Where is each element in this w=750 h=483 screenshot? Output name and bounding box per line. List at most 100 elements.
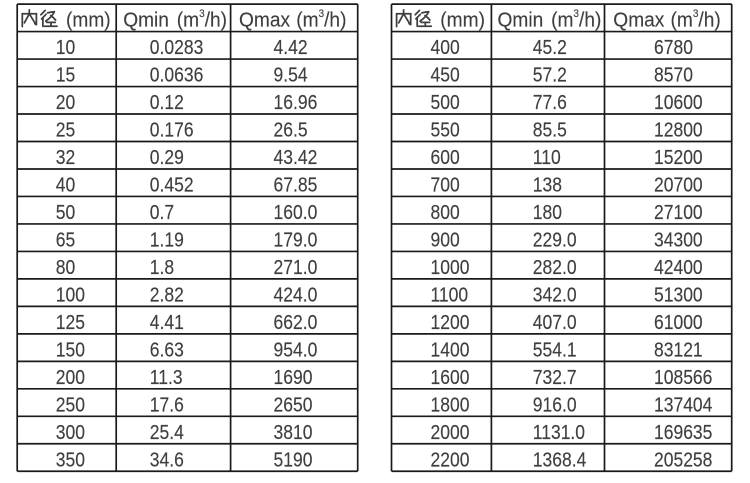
svg-text:10: 10 <box>56 37 75 60</box>
svg-text:16.96: 16.96 <box>274 92 318 115</box>
svg-text:15200: 15200 <box>654 147 703 170</box>
svg-text:34.6: 34.6 <box>150 449 184 472</box>
svg-text:1600: 1600 <box>431 367 470 390</box>
svg-text:5190: 5190 <box>274 449 313 472</box>
svg-text:(m3/h): (m3/h) <box>296 9 346 32</box>
svg-text:Qmin: Qmin <box>123 9 169 32</box>
svg-text:9.54: 9.54 <box>274 64 308 87</box>
svg-text:800: 800 <box>431 202 460 225</box>
svg-text:12800: 12800 <box>654 119 703 142</box>
svg-text:20700: 20700 <box>654 174 703 197</box>
svg-text:4.41: 4.41 <box>150 312 184 335</box>
svg-text:3810: 3810 <box>274 422 313 445</box>
svg-text:57.2: 57.2 <box>533 64 567 87</box>
svg-text:85.5: 85.5 <box>533 119 567 142</box>
svg-text:77.6: 77.6 <box>533 92 567 115</box>
svg-text:43.42: 43.42 <box>274 147 318 170</box>
svg-text:15: 15 <box>56 64 75 87</box>
svg-text:1800: 1800 <box>431 394 470 417</box>
svg-text:0.29: 0.29 <box>150 147 184 170</box>
svg-text:(mm): (mm) <box>66 9 111 32</box>
svg-text:108566: 108566 <box>654 367 712 390</box>
svg-text:2200: 2200 <box>431 449 470 472</box>
svg-text:(mm): (mm) <box>440 9 485 32</box>
svg-text:2650: 2650 <box>274 394 313 417</box>
svg-text:42400: 42400 <box>654 257 703 280</box>
svg-text:2000: 2000 <box>431 422 470 445</box>
svg-text:424.0: 424.0 <box>274 284 318 307</box>
svg-text:342.0: 342.0 <box>533 284 577 307</box>
svg-text:1.19: 1.19 <box>150 229 184 252</box>
svg-text:732.7: 732.7 <box>533 367 577 390</box>
svg-text:0.0283: 0.0283 <box>150 37 204 60</box>
svg-text:61000: 61000 <box>654 312 703 335</box>
svg-text:1400: 1400 <box>431 339 470 362</box>
svg-text:662.0: 662.0 <box>274 312 318 335</box>
svg-text:125: 125 <box>56 312 85 335</box>
svg-text:Qmax: Qmax <box>239 9 290 32</box>
svg-text:160.0: 160.0 <box>274 202 318 225</box>
svg-text:0.176: 0.176 <box>150 119 194 142</box>
svg-text:1131.0: 1131.0 <box>533 422 585 445</box>
svg-text:45.2: 45.2 <box>533 37 567 60</box>
svg-text:2.82: 2.82 <box>150 284 184 307</box>
svg-text:100: 100 <box>56 284 85 307</box>
svg-text:250: 250 <box>56 394 85 417</box>
svg-text:(m3/h): (m3/h) <box>551 9 601 32</box>
svg-text:180: 180 <box>533 202 562 225</box>
svg-text:32: 32 <box>56 147 75 170</box>
svg-text:407.0: 407.0 <box>533 312 577 335</box>
svg-text:Qmin: Qmin <box>498 9 544 32</box>
svg-text:25: 25 <box>56 119 75 142</box>
svg-text:400: 400 <box>431 37 460 60</box>
svg-text:700: 700 <box>431 174 460 197</box>
svg-text:205258: 205258 <box>654 449 712 472</box>
svg-text:26.5: 26.5 <box>274 119 308 142</box>
svg-text:50: 50 <box>56 202 75 225</box>
svg-text:179.0: 179.0 <box>274 229 318 252</box>
svg-text:271.0: 271.0 <box>274 257 318 280</box>
svg-text:4.42: 4.42 <box>274 37 308 60</box>
svg-text:0.7: 0.7 <box>150 202 174 225</box>
svg-text:1100: 1100 <box>431 284 469 307</box>
svg-text:500: 500 <box>431 92 460 115</box>
svg-text:8570: 8570 <box>654 64 693 87</box>
svg-text:916.0: 916.0 <box>533 394 577 417</box>
svg-text:1200: 1200 <box>431 312 470 335</box>
svg-text:110: 110 <box>533 147 561 170</box>
svg-text:11.3: 11.3 <box>150 367 183 390</box>
svg-text:1.8: 1.8 <box>150 257 174 280</box>
svg-text:51300: 51300 <box>654 284 703 307</box>
svg-text:0.452: 0.452 <box>150 174 194 197</box>
svg-text:350: 350 <box>56 449 85 472</box>
svg-text:40: 40 <box>56 174 75 197</box>
svg-text:27100: 27100 <box>654 202 703 225</box>
svg-text:229.0: 229.0 <box>533 229 577 252</box>
svg-text:550: 550 <box>431 119 460 142</box>
svg-text:80: 80 <box>56 257 75 280</box>
svg-text:1690: 1690 <box>274 367 313 390</box>
svg-text:600: 600 <box>431 147 460 170</box>
svg-text:67.85: 67.85 <box>274 174 318 197</box>
svg-text:(m3/h): (m3/h) <box>177 9 227 32</box>
svg-text:83121: 83121 <box>654 339 703 362</box>
svg-text:554.1: 554.1 <box>533 339 577 362</box>
svg-text:0.0636: 0.0636 <box>150 64 204 87</box>
svg-text:10600: 10600 <box>654 92 703 115</box>
svg-text:954.0: 954.0 <box>274 339 318 362</box>
svg-text:34300: 34300 <box>654 229 703 252</box>
svg-text:200: 200 <box>56 367 85 390</box>
svg-text:300: 300 <box>56 422 85 445</box>
svg-text:(m3/h): (m3/h) <box>671 9 721 32</box>
svg-text:20: 20 <box>56 92 75 115</box>
svg-text:6780: 6780 <box>654 37 693 60</box>
svg-text:25.4: 25.4 <box>150 422 184 445</box>
svg-text:1000: 1000 <box>431 257 470 280</box>
svg-text:17.6: 17.6 <box>150 394 184 417</box>
svg-text:282.0: 282.0 <box>533 257 577 280</box>
svg-text:138: 138 <box>533 174 562 197</box>
svg-text:1368.4: 1368.4 <box>533 449 587 472</box>
svg-text:6.63: 6.63 <box>150 339 184 362</box>
svg-text:65: 65 <box>56 229 75 252</box>
svg-text:Qmax: Qmax <box>613 9 664 32</box>
